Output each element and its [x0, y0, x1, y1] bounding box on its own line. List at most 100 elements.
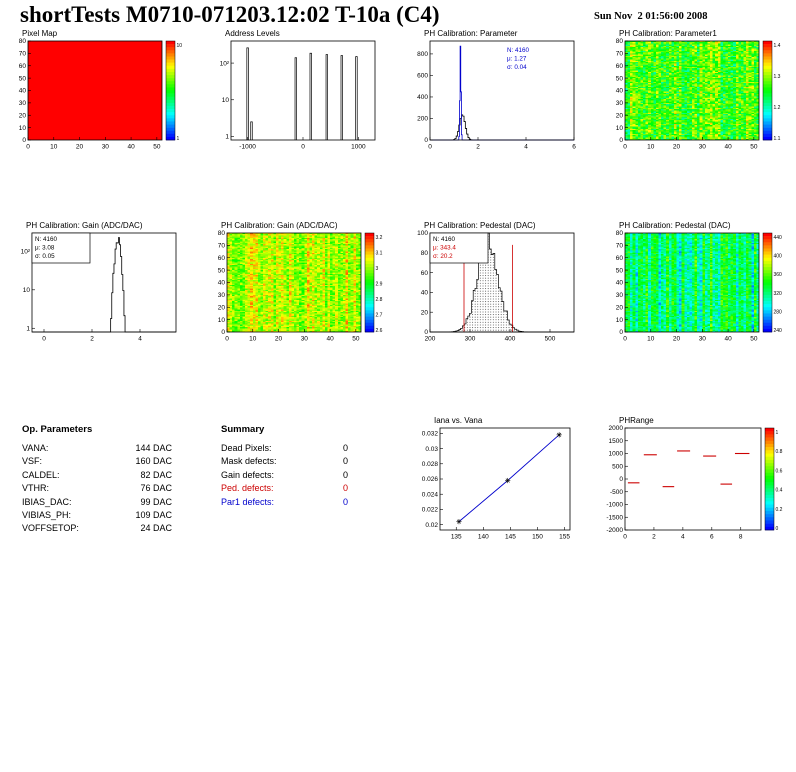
op-parameter-row: VSF: 160 DAC — [22, 455, 172, 468]
op-parameters-panel: Op. Parameters VANA: 144 DAC VSF: 160 DAC … — [6, 410, 196, 560]
svg-text:3.1: 3.1 — [376, 251, 383, 257]
svg-text:-1000: -1000 — [606, 502, 623, 509]
summary-panel: Summary Dead Pixels: 0 Mask defects: 0 Gai… — [205, 410, 395, 560]
svg-text:30: 30 — [19, 100, 27, 107]
svg-text:80: 80 — [616, 230, 624, 237]
svg-text:0: 0 — [221, 329, 225, 336]
svg-text:0: 0 — [623, 534, 627, 541]
svg-text:360: 360 — [774, 272, 783, 278]
svg-text:200: 200 — [417, 116, 428, 123]
svg-text:50: 50 — [750, 144, 758, 151]
svg-text:0.6: 0.6 — [776, 468, 783, 474]
svg-text:30: 30 — [301, 336, 309, 343]
svg-text:20: 20 — [616, 112, 624, 119]
svg-text:30: 30 — [699, 336, 707, 343]
svg-text:2000: 2000 — [609, 425, 624, 432]
svg-text:50: 50 — [19, 75, 27, 82]
svg-text:μ: 3.08: μ: 3.08 — [35, 245, 55, 252]
svg-text:μ: 343.4: μ: 343.4 — [433, 245, 456, 252]
svg-text:30: 30 — [218, 292, 226, 299]
svg-text:-500: -500 — [610, 489, 623, 496]
svg-text:20: 20 — [275, 336, 283, 343]
panel-pedestal-map: 440 400 360 320 280 240 0 10 20 30 40 50 0 10 20 30 40 50… — [603, 220, 793, 360]
svg-text:2.6: 2.6 — [376, 328, 383, 334]
svg-text:2.9: 2.9 — [376, 282, 383, 288]
svg-text:10: 10 — [616, 317, 624, 324]
panel-pixel-map: 10 1 0 10 20 30 40 50 0 10 20 30 40 50 60 70 80 Pixel Map — [6, 28, 196, 168]
param-value: 82 DAC — [140, 469, 172, 480]
svg-text:0: 0 — [619, 137, 623, 144]
svg-text:320: 320 — [774, 291, 783, 297]
param-value: 109 DAC — [135, 510, 172, 521]
svg-text:20: 20 — [19, 112, 27, 119]
svg-text:400: 400 — [505, 336, 516, 343]
svg-text:8: 8 — [739, 534, 743, 541]
page-title: shortTests M0710-071203.12:02 T-10a (C4) — [20, 2, 440, 27]
summary-value: 0 — [342, 443, 348, 453]
svg-text:σ: 0.05: σ: 0.05 — [35, 253, 55, 260]
param-label: VSF: — [22, 456, 43, 467]
svg-text:30: 30 — [699, 144, 707, 151]
svg-text:50: 50 — [218, 267, 226, 274]
svg-text:20: 20 — [76, 144, 84, 151]
panel-ph-parameter1-map: 1.4 1.3 1.2 1.1 0 10 20 30 40 50 0 10 20 30 40 50 60 70 80… — [603, 28, 793, 168]
timestamp: Sun Nov 2 01:56:00 2008 — [594, 11, 708, 22]
svg-text:240: 240 — [774, 328, 783, 334]
svg-text:0.2: 0.2 — [776, 507, 783, 513]
svg-text:6: 6 — [710, 534, 714, 541]
svg-text:0: 0 — [301, 144, 305, 151]
svg-text:40: 40 — [724, 336, 732, 343]
gain-hist-plot: 0 2 4 1 10 10² PH Calibration: Gain (ADC/DAC) N… — [21, 221, 177, 343]
svg-text:0.028: 0.028 — [422, 461, 439, 468]
svg-text:4: 4 — [138, 336, 142, 343]
svg-text:10: 10 — [249, 336, 257, 343]
param-value: 144 DAC — [135, 443, 172, 453]
svg-text:10: 10 — [222, 97, 230, 104]
svg-text:100: 100 — [417, 230, 428, 237]
svg-text:40: 40 — [421, 290, 429, 297]
svg-text:1: 1 — [776, 430, 779, 436]
svg-text:20: 20 — [673, 144, 681, 151]
svg-text:PH Calibration: Pedestal (DAC): PH Calibration: Pedestal (DAC) — [619, 221, 731, 230]
svg-text:0.4: 0.4 — [776, 488, 783, 494]
svg-text:50: 50 — [750, 336, 758, 343]
svg-text:200: 200 — [425, 336, 436, 343]
svg-text:-1500: -1500 — [606, 514, 623, 521]
svg-text:20: 20 — [673, 336, 681, 343]
op-parameter-row: IBIAS_DAC: 99 DAC — [22, 496, 172, 509]
svg-text:80: 80 — [616, 38, 624, 45]
svg-text:Pixel Map: Pixel Map — [22, 29, 58, 38]
svg-text:1.1: 1.1 — [774, 136, 781, 142]
svg-text:280: 280 — [774, 309, 783, 315]
svg-text:-2000: -2000 — [606, 527, 623, 534]
svg-text:1: 1 — [225, 134, 229, 141]
phrange-plot: 1 0.8 0.6 0.4 0.2 0 0 2 4 6 8 2000 1500 1000 500 0 -500 -… — [606, 416, 783, 541]
summary-row: Par1 defects: 0 — [221, 496, 348, 509]
summary-value: 0 — [342, 469, 348, 480]
svg-text:145: 145 — [505, 534, 516, 541]
svg-text:50: 50 — [352, 336, 360, 343]
op-parameter-row: VIBIAS_PH: 109 DAC — [22, 509, 172, 522]
svg-text:6: 6 — [572, 144, 576, 151]
svg-text:30: 30 — [616, 292, 624, 299]
svg-text:2.7: 2.7 — [376, 313, 383, 319]
svg-text:10: 10 — [177, 43, 183, 49]
svg-text:300: 300 — [465, 336, 476, 343]
svg-text:50: 50 — [616, 75, 624, 82]
svg-text:1000: 1000 — [351, 144, 366, 151]
param-value: 160 DAC — [135, 456, 172, 467]
svg-text:20: 20 — [218, 304, 226, 311]
summary-label: Gain defects: — [221, 469, 275, 480]
op-parameter-row: VOFFSETOP: 24 DAC — [22, 522, 172, 535]
svg-text:-1000: -1000 — [239, 144, 256, 151]
param-label: IBIAS_DAC: — [22, 496, 72, 507]
svg-text:Iana vs. Vana: Iana vs. Vana — [434, 416, 483, 425]
summary-value: 0 — [342, 483, 348, 494]
svg-text:10: 10 — [50, 144, 58, 151]
svg-text:0.02: 0.02 — [425, 522, 438, 529]
svg-text:PH Calibration: Gain (ADC/DAC): PH Calibration: Gain (ADC/DAC) — [221, 221, 338, 230]
svg-text:N: 4160: N: 4160 — [507, 47, 530, 54]
summary-value: 0 — [342, 456, 348, 467]
svg-text:0: 0 — [424, 137, 428, 144]
